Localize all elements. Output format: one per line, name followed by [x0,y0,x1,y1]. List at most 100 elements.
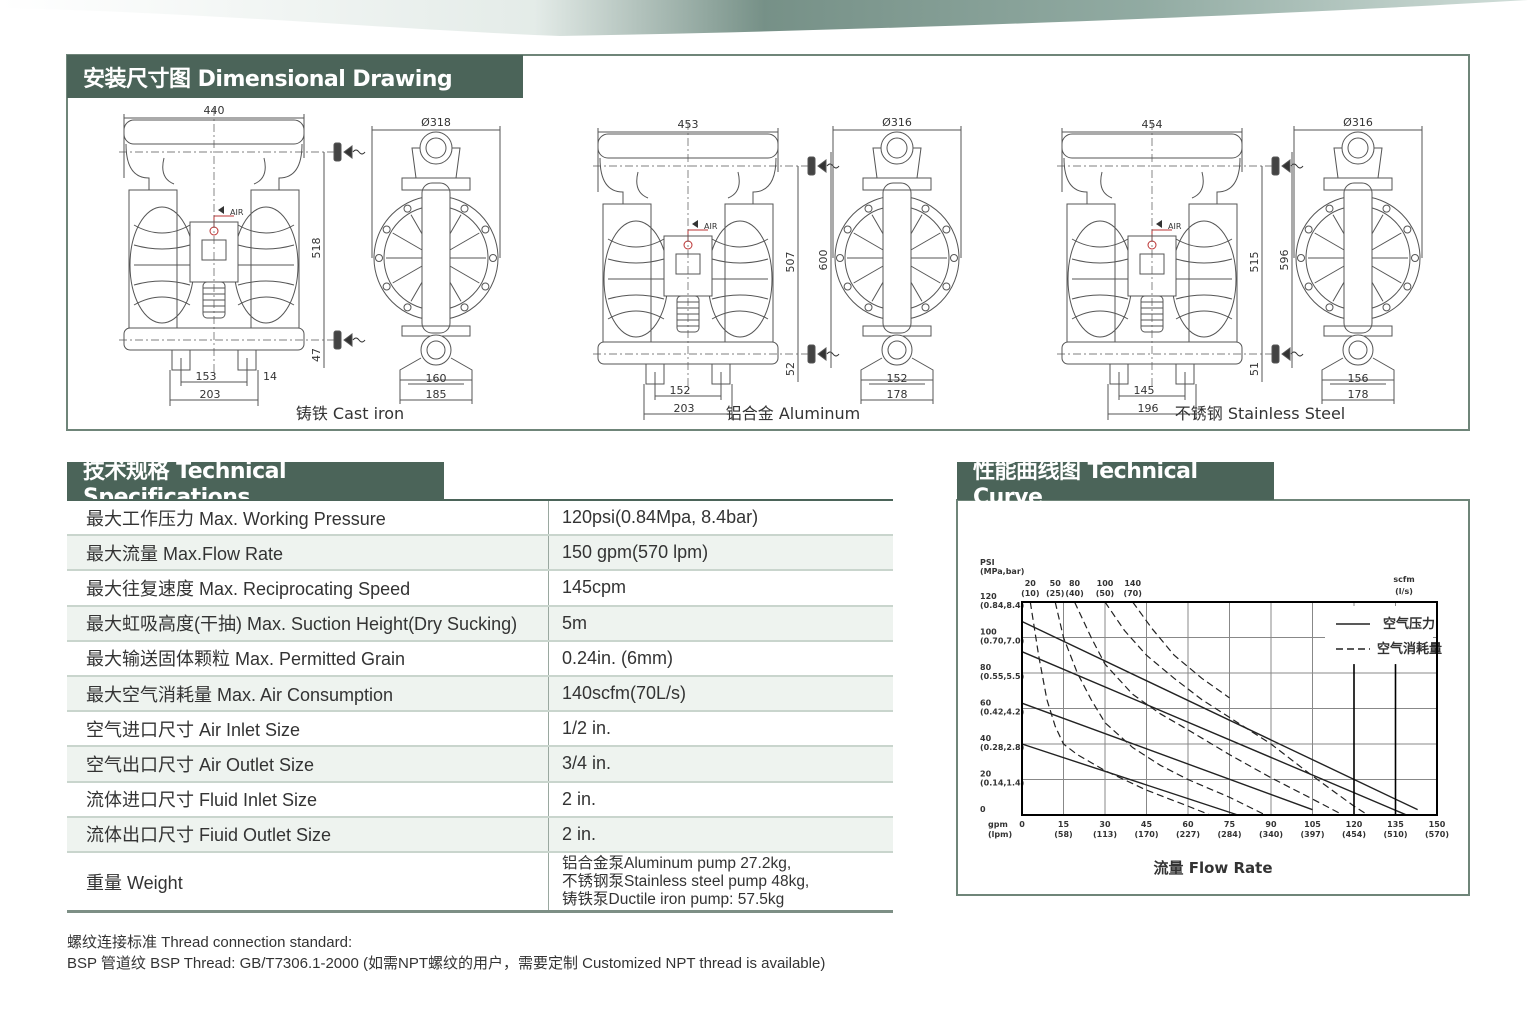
bolt [375,254,383,262]
outlet-arrow-icon [807,156,840,176]
arrow [1281,347,1291,361]
base-height-dimension: 51 [1248,362,1261,376]
plot-frame [1021,601,1438,816]
spec-label: 最大虹吸高度(干抽) Max. Suction Height(Dry Sucki… [86,614,518,635]
spec-label: 最大工作压力 Max. Working Pressure [86,508,386,529]
diameter-dimension: Ø316 [882,116,912,129]
fitting [1271,156,1280,176]
bolt [382,225,391,234]
spec-label: 流体进口尺寸 Fluid Inlet Size [86,790,318,811]
rib [133,244,191,250]
bolt [1411,254,1419,262]
inlet-port [1342,334,1374,366]
bolt [1297,254,1305,262]
side-height-dimension: 596 [1278,250,1291,271]
air-arrow-icon [1156,220,1162,228]
y-tick-sublabel: (0.14,1.4) [980,779,1024,788]
rib [711,238,769,248]
legend-air: 空气消耗量 [1377,641,1442,657]
air-consumption-curve [1074,601,1344,816]
spoke [1369,232,1402,252]
y-tick-label: 60 [980,699,992,708]
air-curve-label: 140 [1124,579,1141,588]
spoke [908,264,941,284]
center-body [882,182,912,334]
inlet-port [420,334,452,366]
spec-value: 2 in. [548,817,893,851]
x-tick-label: 15 [1058,820,1070,829]
bolt [1325,303,1334,312]
air-curve-sublabel: (50) [1096,589,1114,598]
air-unit-sublabel: (l/s) [1395,587,1413,596]
outlet-arrow-icon [333,142,366,162]
air-unit-label: scfm [1393,575,1414,584]
outlet-bore [1347,137,1369,159]
outlet-bore [886,137,908,159]
height-dimension: 515 [1248,252,1261,273]
bolt [481,282,490,291]
thread-note-body: BSP 管道纹 BSP Thread: GB/T7306.1-2000 (如需N… [67,955,826,972]
side-inner-dimension: 156 [1348,372,1369,385]
spec-row: 流体出口尺寸 Fiuid Outlet Size 2 in. [67,817,893,853]
foot-gap-dimension: 14 [263,370,277,383]
center-body [1343,182,1373,334]
x-tick-label: 45 [1141,820,1153,829]
spec-value: 3/4 in. [548,747,893,781]
spoke [1314,264,1347,284]
y-tick-label: 20 [980,770,992,779]
x-tick-label: 60 [1182,820,1194,829]
technical-curve-panel [956,499,1470,896]
outlet-port [880,131,914,165]
fitting [333,330,342,350]
inlet-port [881,334,913,366]
base [399,357,473,381]
bolt-inner-dimension: 152 [670,384,691,397]
side-outer-dimension: 185 [426,388,447,401]
y-tick-label: 100 [980,628,997,637]
bolt [843,225,852,234]
rib [1071,258,1129,264]
arrow [343,145,353,159]
spec-row: 最大工作压力 Max. Working Pressure 120psi(0.84M… [67,501,893,537]
top-flange [1323,177,1393,191]
x-tick-label: 105 [1304,820,1321,829]
x-tick-sublabel: (454) [1342,830,1366,839]
bolt [864,303,873,312]
flow-wave [826,351,840,357]
side-outer-dimension: 178 [887,388,908,401]
spoke [908,232,941,252]
arrow [817,347,827,361]
dimensional-drawing-panel [66,54,1470,431]
spec-row: 最大往复速度 Max. Reciprocating Speed 145cpm [67,571,893,607]
rib [237,296,295,306]
rib [607,238,665,248]
x-tick-sublabel: (510) [1383,830,1407,839]
rib [711,310,769,320]
height-dimension: 507 [784,252,797,273]
bolt [460,204,469,213]
x-tick-label: 150 [1429,820,1446,829]
air-label: AIR [704,222,718,231]
spec-label: 最大输送固体颗粒 Max. Permitted Grain [86,649,406,670]
air-curve-sublabel: (40) [1065,589,1083,598]
bolt [921,204,930,213]
height-dimension: 518 [310,238,323,259]
bolt [403,204,412,213]
y-tick-sublabel: (0.42,4.2) [980,708,1024,717]
arrow [817,159,827,173]
inlet-arrow-icon [1271,344,1304,364]
bolt [1304,282,1313,291]
bolt-outer-dimension: 203 [674,402,695,415]
drawing-caption: 铸铁 Cast iron [296,404,404,423]
bolt [1403,282,1412,291]
air-label: AIR [1168,222,1182,231]
air-curve-sublabel: (10) [1021,589,1039,598]
spoke [1369,264,1402,284]
rib [1175,294,1233,300]
rib [607,294,665,300]
spec-value: 120psi(0.84Mpa, 8.4bar) [548,501,893,535]
weight-iron: 铸铁泵Ductile iron pump: 57.5kg [562,890,785,908]
spec-row: 空气进口尺寸 Air Inlet Size 1/2 in. [67,712,893,748]
dimensional-drawing-title: 安装尺寸图 Dimensional Drawing [67,55,523,98]
manifold-elbows [125,143,303,190]
